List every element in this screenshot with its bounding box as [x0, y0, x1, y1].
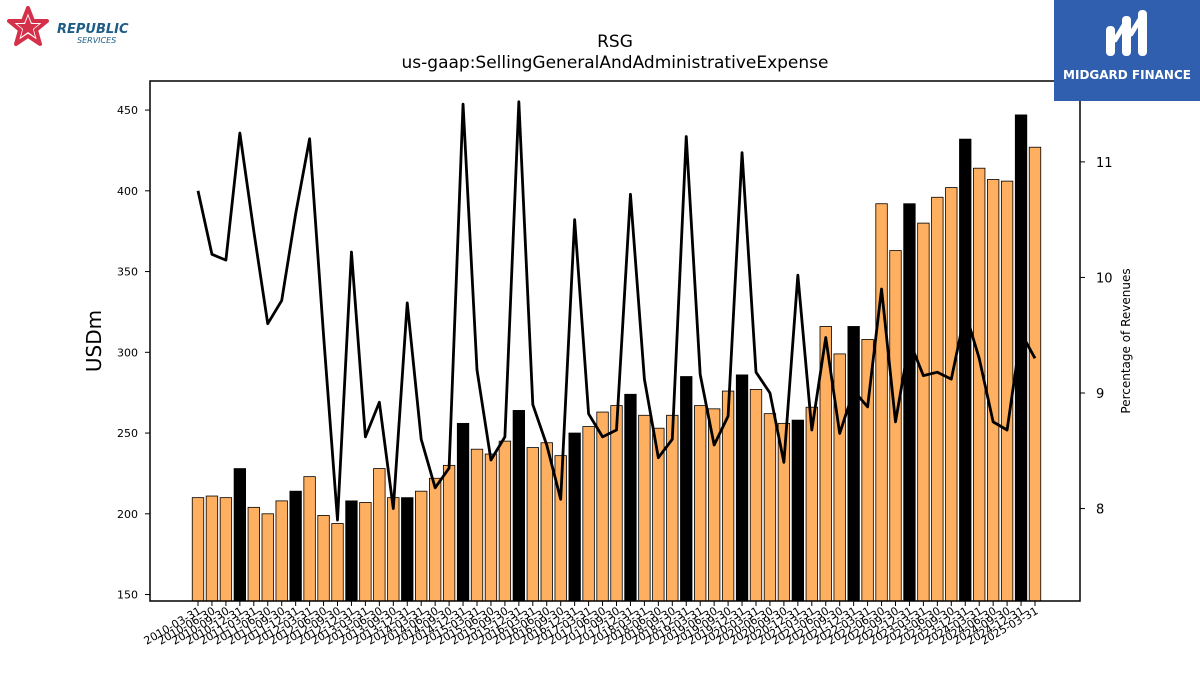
bar — [289, 490, 302, 602]
bar — [247, 506, 260, 602]
y-tick-label: 250 — [117, 427, 138, 440]
bar — [791, 419, 804, 602]
bar — [959, 138, 972, 602]
bar — [428, 477, 442, 602]
chart-subtitle: us-gaap:SellingGeneralAndAdministrativeE… — [401, 53, 829, 73]
bar — [889, 250, 902, 602]
pct-line — [196, 100, 1037, 522]
bar — [931, 196, 944, 602]
bar — [694, 405, 707, 602]
bar — [331, 523, 344, 602]
y-axis-label: USDm — [82, 310, 106, 372]
bar — [387, 497, 400, 602]
bar — [317, 515, 330, 602]
y-tick-label: 300 — [117, 346, 138, 359]
y-tick-label: 150 — [117, 589, 138, 602]
bar — [233, 468, 247, 602]
bar — [680, 376, 693, 602]
bar — [805, 406, 818, 602]
bar — [847, 326, 860, 602]
bar — [945, 187, 958, 602]
y-tick-label: 400 — [117, 185, 138, 198]
y2-tick-label: 11 — [1096, 156, 1113, 171]
chart-title: RSG — [597, 32, 633, 52]
bar — [624, 393, 637, 602]
bar — [219, 497, 233, 602]
bar — [512, 410, 525, 602]
y2-tick-label: 8 — [1096, 503, 1104, 518]
bar — [833, 353, 846, 602]
bar — [1000, 180, 1014, 602]
bar — [442, 464, 456, 602]
bar — [568, 432, 581, 602]
bar — [917, 222, 930, 602]
y-tick-label: 450 — [117, 104, 138, 117]
bar — [373, 468, 386, 602]
bar — [735, 374, 749, 602]
bar — [303, 476, 316, 602]
republic-services-logo: REPUBLIC SERVICES — [7, 6, 129, 46]
bar — [973, 167, 986, 602]
bar — [875, 203, 888, 602]
y-tick-label: 350 — [117, 266, 138, 279]
bar — [456, 422, 470, 602]
bar — [638, 414, 651, 602]
plot-frame — [149, 80, 1081, 602]
bar — [749, 389, 763, 602]
y2-axis-label: Percentage of Revenues — [1119, 268, 1133, 413]
bar — [763, 413, 777, 602]
bar — [610, 405, 623, 602]
bar — [470, 448, 484, 602]
bar — [415, 490, 428, 602]
y2-tick-label: 10 — [1096, 271, 1113, 286]
bar — [261, 513, 274, 602]
midgard-logo-icon — [1106, 10, 1147, 56]
bar — [1028, 146, 1042, 602]
bar — [526, 447, 539, 602]
bar — [191, 497, 205, 602]
bar — [987, 179, 1000, 602]
bar — [540, 442, 553, 602]
bar — [498, 440, 512, 602]
bar — [484, 453, 498, 602]
bar — [359, 502, 372, 602]
bar — [345, 500, 358, 602]
bar — [275, 500, 288, 602]
bar — [903, 203, 916, 602]
midgard-finance-logo: MIDGARD FINANCE — [1054, 0, 1200, 101]
bar — [401, 497, 414, 602]
y-tick-label: 200 — [117, 508, 138, 521]
bar — [582, 426, 595, 602]
y2-tick-label: 9 — [1096, 387, 1104, 402]
star-logo-icon — [7, 6, 49, 46]
bar — [205, 495, 219, 602]
republic-logo-name: REPUBLIC — [57, 22, 129, 37]
bar — [596, 411, 609, 602]
midgard-logo-name: MIDGARD FINANCE — [1063, 68, 1191, 82]
republic-logo-sub: SERVICES — [77, 36, 116, 45]
